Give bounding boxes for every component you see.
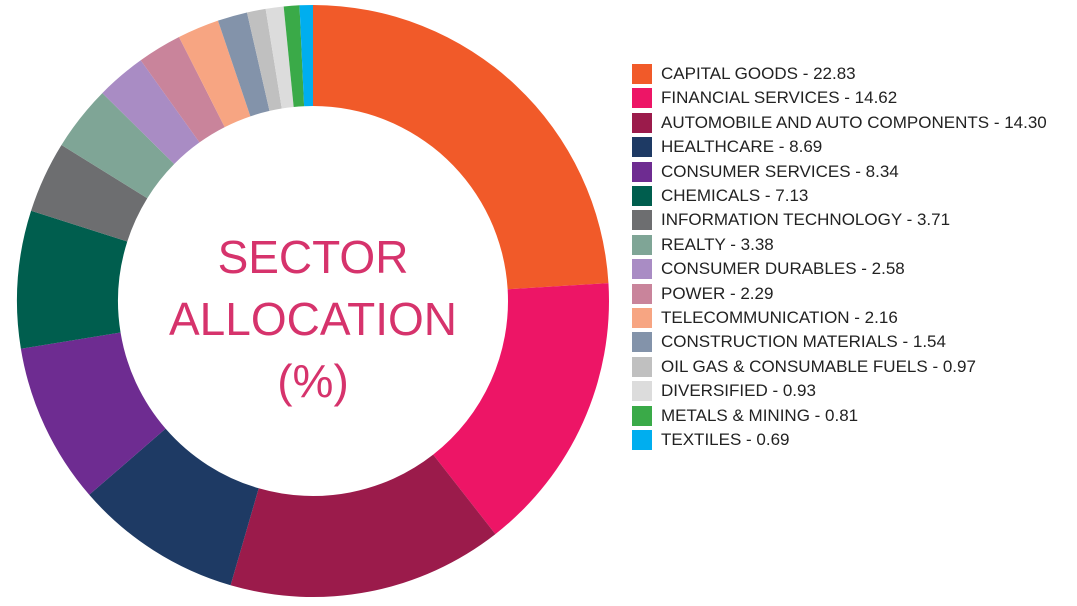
slice [20, 332, 166, 495]
legend-label: CAPITAL GOODS - 22.83 [661, 64, 856, 83]
legend-swatch [632, 161, 652, 182]
legend-label: FINANCIAL SERVICES - 14.62 [661, 88, 898, 108]
legend-label: DIVERSIFIED - 0.93 [661, 381, 816, 401]
legend-swatch [632, 210, 652, 231]
legend-swatch [632, 356, 652, 377]
legend-label: INFORMATION TECHNOLOGY - 3.71 [661, 210, 951, 230]
legend-label: OIL GAS & CONSUMABLE FUELS - 0.97 [661, 356, 976, 376]
legend-label: AUTOMOBILE AND AUTO COMPONENTS - 14.30 [661, 112, 1047, 132]
legend-swatch [632, 381, 652, 402]
legend-item: CAPITAL GOODS - 22.83 [632, 62, 1072, 86]
legend-item: TELECOMMUNICATION - 2.16 [632, 306, 1072, 330]
legend-label: CHEMICALS - 7.13 [661, 186, 809, 206]
legend-label: TEXTILES - 0.69 [661, 430, 790, 450]
chart-title: SECTOR ALLOCATION (%) [169, 231, 457, 407]
legend-swatch [632, 283, 652, 304]
slice [299, 5, 313, 107]
legend-item: DIVERSIFIED - 0.93 [632, 379, 1072, 403]
donut-chart [17, 5, 609, 598]
legend-label: CONSTRUCTION MATERIALS - 1.54 [661, 332, 946, 352]
slice [140, 37, 225, 143]
slice [61, 93, 175, 199]
legend-item: AUTOMOBILE AND AUTO COMPONENTS - 14.30 [632, 111, 1072, 135]
slice [102, 60, 200, 165]
slice [246, 8, 282, 111]
legend-label: POWER - 2.29 [661, 283, 774, 303]
legend-swatch [632, 430, 652, 451]
legend-swatch [632, 186, 652, 207]
legend-label: CONSUMER DURABLES - 2.58 [661, 259, 905, 279]
legend-item: CONSUMER SERVICES - 8.34 [632, 160, 1072, 184]
legend-item: INFORMATION TECHNOLOGY - 3.71 [632, 208, 1072, 232]
legend-item: CONSTRUCTION MATERIALS - 1.54 [632, 330, 1072, 354]
legend-label: HEALTHCARE - 8.69 [661, 137, 823, 157]
legend-label: CONSUMER SERVICES - 8.34 [661, 161, 899, 181]
legend-swatch [632, 405, 652, 426]
legend-swatch [632, 332, 652, 353]
slice [179, 20, 251, 128]
legend-item: CHEMICALS - 7.13 [632, 184, 1072, 208]
legend-item: HEALTHCARE - 8.69 [632, 135, 1072, 159]
legend-item: FINANCIAL SERVICES - 14.62 [632, 86, 1072, 110]
slice [217, 12, 270, 117]
legend-item: CONSUMER DURABLES - 2.58 [632, 257, 1072, 281]
legend-item: POWER - 2.29 [632, 282, 1072, 306]
legend-item: TEXTILES - 0.69 [632, 428, 1072, 452]
slice [31, 144, 148, 242]
slice [265, 6, 294, 109]
legend-item: OIL GAS & CONSUMABLE FUELS - 0.97 [632, 355, 1072, 379]
slice [89, 428, 259, 586]
slice [230, 454, 496, 598]
legend-swatch [632, 88, 652, 109]
slice [433, 283, 609, 535]
legend-label: REALTY - 3.38 [661, 234, 774, 254]
slice [283, 5, 305, 107]
legend: CAPITAL GOODS - 22.83 FINANCIAL SERVICES … [632, 62, 1072, 453]
legend-label: TELECOMMUNICATION - 2.16 [661, 308, 898, 328]
legend-label: METALS & MINING - 0.81 [661, 405, 859, 425]
legend-swatch [632, 308, 652, 329]
legend-item: REALTY - 3.38 [632, 233, 1072, 257]
legend-swatch [632, 137, 652, 158]
slice [17, 210, 128, 349]
legend-swatch [632, 112, 652, 133]
legend-swatch [632, 64, 652, 84]
legend-swatch [632, 234, 652, 255]
legend-swatch [632, 259, 652, 280]
slice [313, 5, 609, 290]
legend-item: METALS & MINING - 0.81 [632, 404, 1072, 428]
